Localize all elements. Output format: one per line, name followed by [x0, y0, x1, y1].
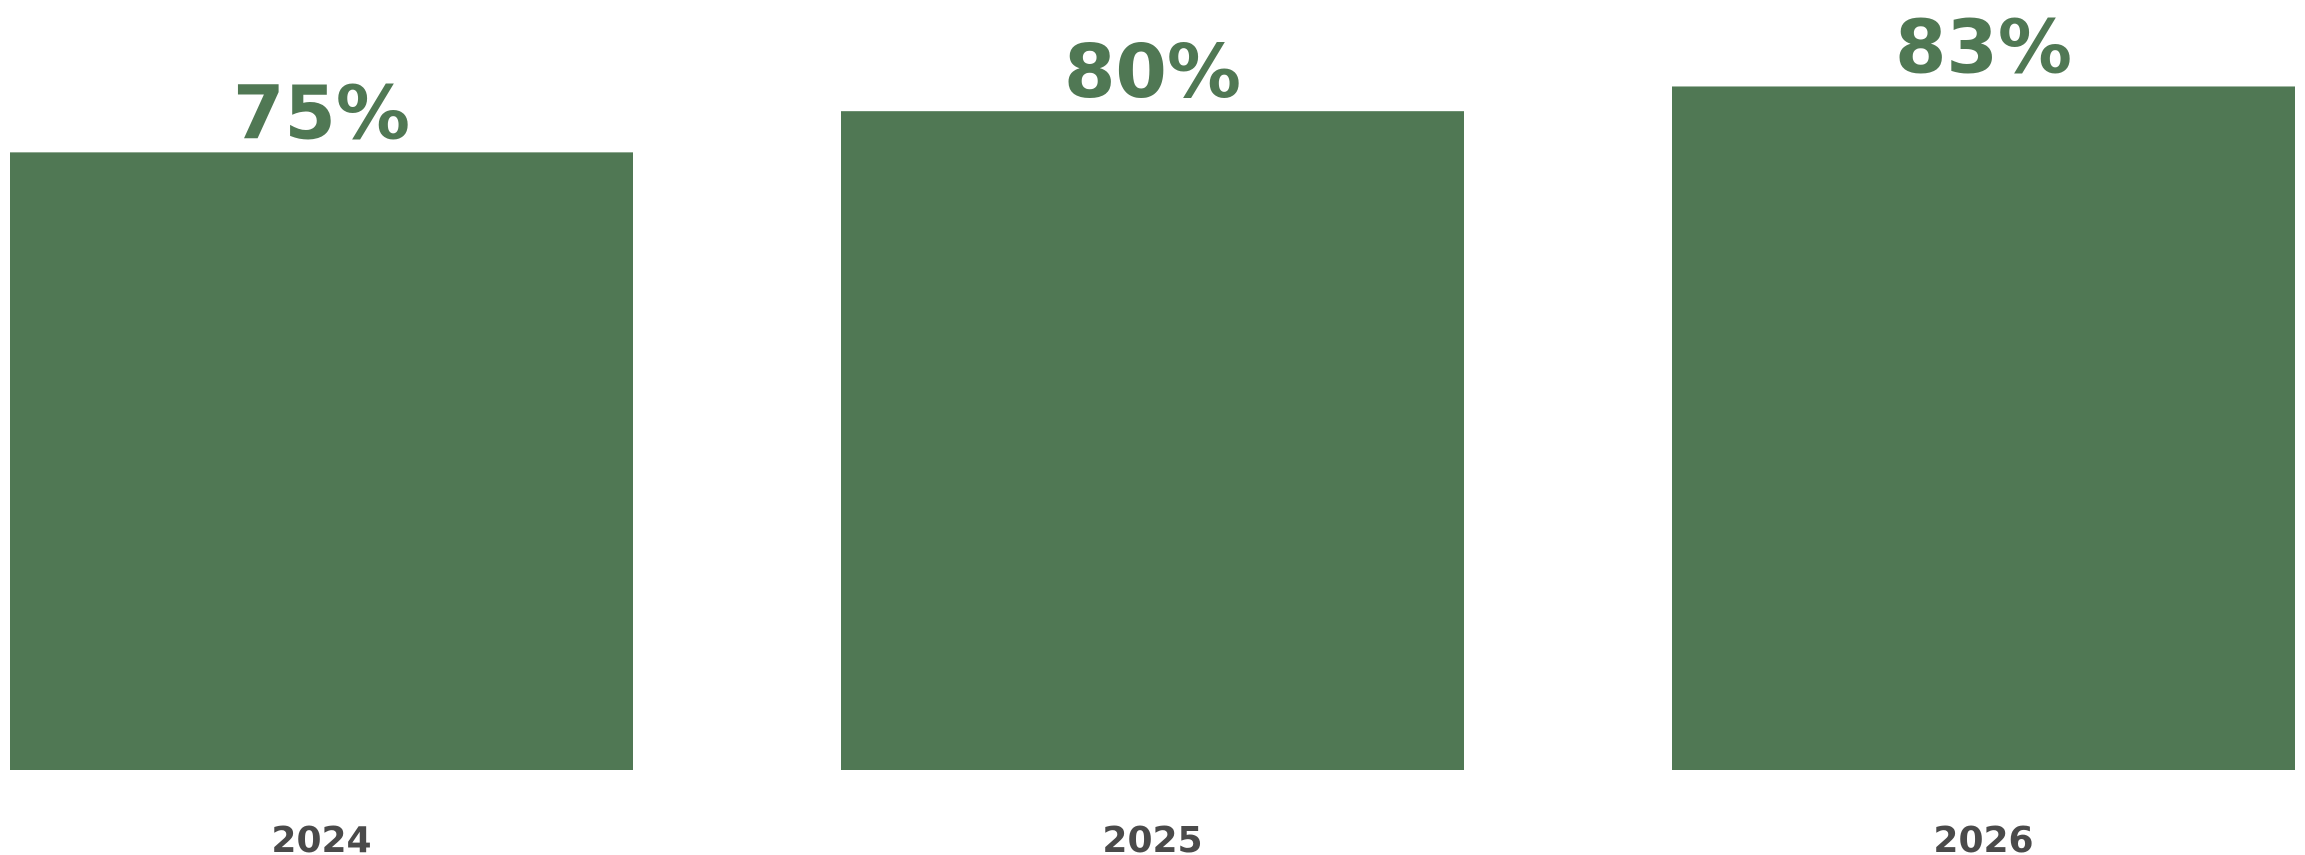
bar-2026 — [1672, 86, 2295, 771]
bars-group — [10, 86, 2295, 771]
x-tick-label-2025: 2025 — [1102, 820, 1202, 855]
x-axis-tick-labels: 2024 2025 2026 — [271, 820, 2033, 855]
data-label-2024: 75% — [233, 70, 410, 156]
bar-2024 — [10, 152, 633, 771]
data-label-2025: 80% — [1064, 29, 1241, 115]
bar-2025 — [841, 111, 1464, 771]
x-tick-label-2024: 2024 — [271, 820, 371, 855]
x-tick-label-2026: 2026 — [1933, 820, 2033, 855]
value-labels-group: 75% 80% 83% — [233, 4, 2072, 156]
data-label-2026: 83% — [1895, 4, 2072, 90]
